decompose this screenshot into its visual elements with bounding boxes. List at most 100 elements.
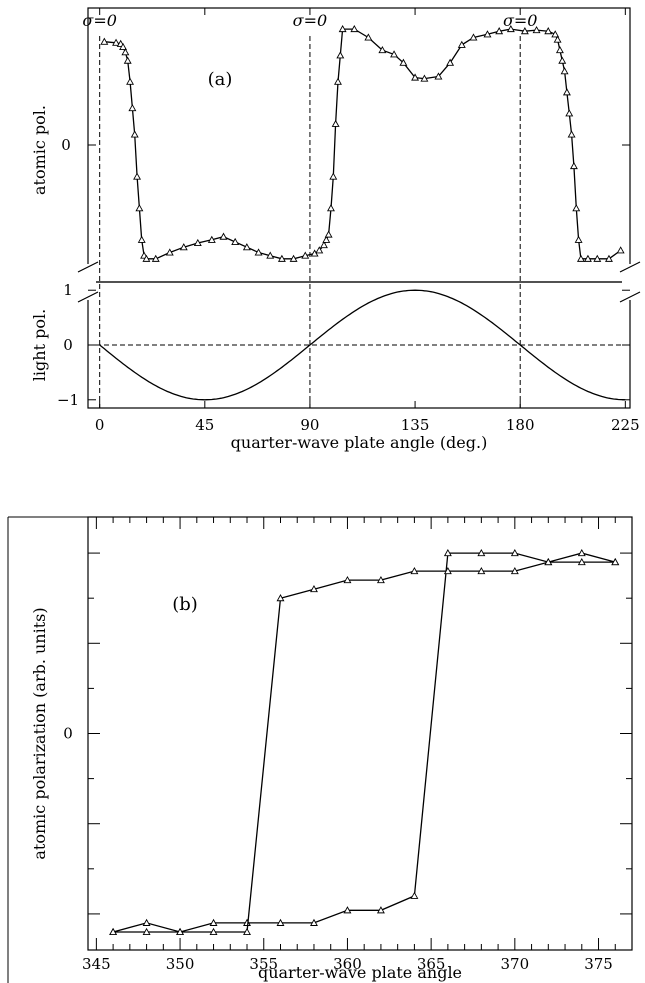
- b-series-point: [142, 918, 151, 926]
- atomic-pol-point: [532, 26, 541, 34]
- a-x-axis-label: quarter-wave plate angle (deg.): [231, 433, 488, 452]
- atomic-pol-point: [364, 33, 373, 41]
- atomic-pol-point: [336, 51, 345, 59]
- b-series-point: [209, 918, 218, 926]
- atomic-pol-point: [605, 254, 613, 262]
- atomic-pol-point: [569, 161, 578, 170]
- b-xtick-label: 350: [166, 955, 195, 973]
- axis-break-left-lower: [77, 291, 99, 303]
- atomic-pol-point: [254, 248, 263, 256]
- a-xtick-label: 225: [611, 416, 640, 434]
- atomic-pol-point: [179, 243, 188, 251]
- atomic-pol-point: [411, 73, 420, 81]
- b-series-point: [611, 557, 620, 566]
- atomic-pol-point: [350, 24, 359, 33]
- atomic-pol-point: [338, 24, 347, 33]
- panel-b-ticks: [7, 516, 632, 983]
- b-series-point: [276, 594, 285, 602]
- panel-b-labels: 345 350 355 360 365 370 375 0 (b) quarter-wave pl…: [30, 594, 613, 982]
- atomic-pol-point: [378, 46, 387, 54]
- panel-b-label: (b): [172, 594, 198, 615]
- atomic-pol-point: [123, 56, 132, 64]
- atomic-pol-point: [165, 248, 174, 256]
- a-xtick-label: 45: [195, 416, 214, 434]
- panel-a: 0 45 90 135 180 225 0 1 0 −1 (a) σ=0 σ=0 σ=0 quarter-w…: [30, 7, 641, 452]
- b-y-axis-label: atomic polarization (arb. units): [30, 607, 49, 859]
- atomic-pol-point: [390, 50, 399, 58]
- atomic-pol-point: [327, 204, 335, 212]
- b-series-line-0: [112, 552, 616, 933]
- atomic-pol-point: [331, 119, 340, 127]
- b-series-point: [410, 566, 419, 575]
- atomic-pol-point: [301, 251, 310, 259]
- b-series-point: [243, 927, 251, 935]
- b-series-point: [510, 566, 519, 575]
- b-series-point: [477, 548, 486, 557]
- b-xtick-label: 370: [501, 955, 530, 973]
- atomic-pol-point: [616, 246, 625, 254]
- panel-a-atomic-series: [100, 24, 625, 262]
- b-series-point: [343, 906, 352, 914]
- b-xtick-label: 375: [584, 955, 613, 973]
- sigma-zero-annotation: σ=0: [82, 11, 117, 30]
- atomic-pol-point: [315, 246, 324, 254]
- panel-a-label: (a): [208, 69, 233, 90]
- b-series-point: [544, 557, 553, 566]
- sigma-zero-annotation: σ=0: [503, 11, 538, 30]
- panel-b-series: [109, 548, 620, 935]
- a-top-y-axis-label: atomic pol.: [30, 105, 49, 195]
- atomic-pol-point: [133, 172, 142, 180]
- atomic-pol-point: [334, 77, 342, 85]
- sigma-zero-annotation: σ=0: [293, 11, 328, 30]
- b-series-point: [142, 927, 151, 935]
- atomic-pol-point: [128, 103, 137, 112]
- atomic-pol-point: [242, 243, 251, 251]
- atomic-pol-point: [137, 235, 146, 243]
- atomic-pol-point: [219, 232, 228, 240]
- atomic-pol-point: [135, 204, 144, 212]
- panel-a-guides: [88, 36, 630, 408]
- atomic-pol-point: [457, 40, 466, 48]
- atomic-pol-point: [319, 240, 328, 249]
- atomic-pol-point: [277, 254, 286, 262]
- b-series-point: [577, 557, 586, 566]
- b-series-point: [410, 891, 419, 899]
- panel-a-top-frame: [87, 7, 631, 283]
- atomic-pol-point: [469, 33, 478, 41]
- b-series-point: [376, 906, 385, 914]
- a-bot-ytick-label: 0: [63, 336, 73, 354]
- atomic-pol-point: [558, 56, 567, 64]
- a-top-ytick-label: 0: [61, 136, 71, 154]
- axis-break-right-upper: [619, 261, 641, 273]
- panel-a-light-series: [99, 289, 626, 401]
- atomic-pol-point: [324, 230, 333, 238]
- atomic-pol-point: [495, 27, 504, 35]
- axis-break-left-upper: [77, 261, 99, 273]
- b-series-point: [443, 566, 452, 575]
- a-bot-ytick-label: −1: [57, 391, 79, 409]
- atomic-pol-point: [112, 38, 120, 46]
- a-bot-ytick-label: 1: [63, 281, 73, 299]
- panel-a-labels: 0 45 90 135 180 225 0 1 0 −1 (a) σ=0 σ=0 σ=0 quarter-w…: [30, 11, 640, 452]
- atomic-pol-point: [420, 74, 429, 82]
- b-series-point: [109, 927, 118, 935]
- atomic-pol-point: [553, 35, 562, 43]
- b-series-point: [577, 548, 586, 557]
- atomic-pol-point: [151, 254, 160, 262]
- panel-b: 345 350 355 360 365 370 375 0 (b) quarter-wave pl…: [7, 516, 633, 983]
- atomic-pol-point: [130, 130, 139, 138]
- atomic-pol-point: [551, 30, 560, 38]
- b-series-point: [176, 927, 185, 935]
- b-series-point: [343, 576, 352, 584]
- atomic-pol-point: [121, 48, 130, 56]
- b-ytick-label: 0: [63, 725, 73, 743]
- b-series-point: [276, 918, 285, 926]
- b-xtick-label: 365: [417, 955, 446, 973]
- a-bottom-y-axis-label: light pol.: [30, 309, 49, 381]
- atomic-pol-point: [434, 72, 443, 80]
- b-series-point: [209, 927, 218, 935]
- b-xtick-label: 360: [333, 955, 362, 973]
- atomic-pol-point: [520, 27, 529, 35]
- axis-break-marks: [77, 261, 641, 303]
